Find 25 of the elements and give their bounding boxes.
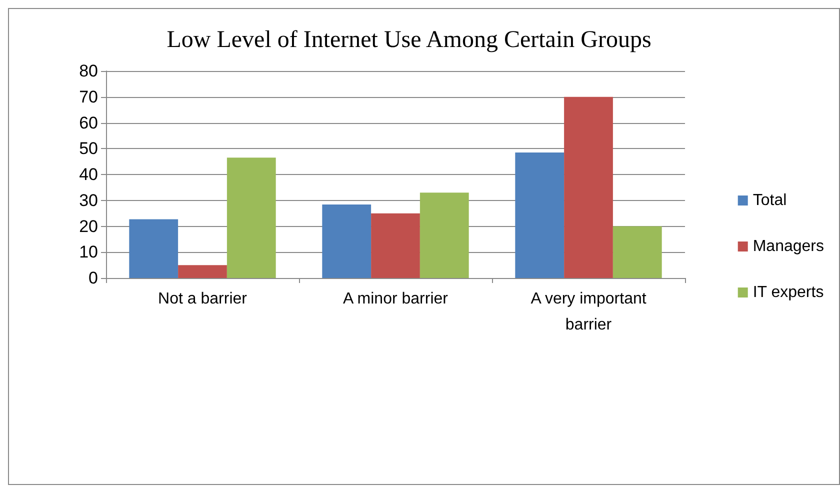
bar (612, 226, 662, 278)
bar (420, 192, 469, 278)
x-tick-label: A minor barrier (343, 290, 449, 308)
y-tick-label: 80 (79, 62, 98, 80)
bar (564, 96, 613, 278)
y-tick-label: 40 (79, 165, 98, 184)
y-tick-label: 70 (79, 87, 98, 106)
bar (515, 152, 564, 278)
legend-label: IT experts (752, 284, 824, 301)
x-tick-label: A very important barrier (530, 290, 647, 334)
bar (129, 219, 178, 278)
y-tick-label: 10 (79, 242, 98, 262)
bar (226, 158, 276, 278)
y-tick-label: 0 (88, 268, 98, 288)
bar (178, 265, 227, 278)
legend-label: Managers (752, 238, 824, 255)
x-tick-label: Not a barrier (158, 290, 248, 308)
y-tick-label: 60 (79, 113, 98, 132)
y-tick-label: 30 (79, 190, 98, 210)
bar (322, 204, 372, 278)
legend-label: Total (752, 192, 787, 209)
y-tick-label: 50 (79, 139, 98, 158)
bar (371, 213, 420, 278)
y-tick-label: 20 (79, 216, 98, 236)
chart-title: Low Level of Internet Use Among Certain Groups (166, 27, 652, 53)
